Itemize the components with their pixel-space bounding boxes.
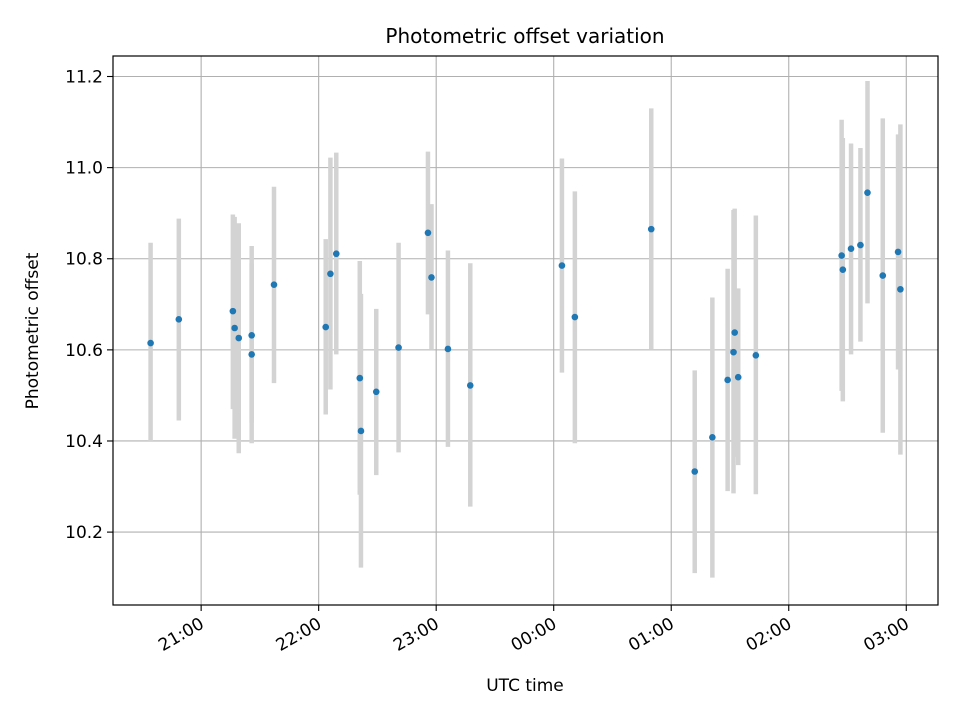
data-point [730, 348, 737, 356]
data-point [838, 252, 845, 259]
data-point [558, 262, 566, 269]
data-point [894, 248, 902, 256]
data-point [175, 316, 183, 323]
data-point [847, 245, 855, 253]
data-point [235, 334, 243, 342]
data-point [444, 345, 452, 353]
data-point [734, 373, 742, 381]
y-axis-label: Photometric offset [23, 252, 43, 409]
data-point [356, 374, 364, 382]
x-axis-label: UTC time [486, 676, 564, 696]
data-point [248, 331, 255, 339]
y-tick-label: 10.4 [65, 432, 103, 452]
data-point [709, 434, 716, 441]
data-point [691, 468, 699, 475]
y-axis-ticks: 10.2 10.4 10.6 10.8 11.0 11.2 [65, 68, 113, 543]
plot-frame [112, 55, 939, 606]
y-tick-label: 10.2 [65, 523, 103, 543]
data-point [248, 351, 255, 358]
data-point [322, 323, 330, 331]
data-point [571, 313, 579, 321]
data-point [372, 388, 380, 396]
data-point [229, 307, 237, 315]
data-point [357, 427, 365, 435]
data-point [647, 225, 655, 233]
data-point [332, 250, 340, 258]
data-point [231, 324, 238, 332]
data-point [327, 270, 334, 278]
data-point [428, 274, 435, 281]
data-point [424, 229, 432, 237]
data-point [857, 241, 864, 249]
data-point [897, 285, 904, 293]
data-point [724, 376, 731, 384]
data-point [147, 339, 154, 347]
y-tick-label: 10.6 [65, 341, 103, 361]
data-point [879, 272, 887, 279]
data-point [864, 189, 871, 196]
data-point [731, 329, 738, 336]
data-points [147, 189, 904, 475]
data-point [270, 281, 278, 289]
data-point [395, 344, 402, 351]
data-point [752, 352, 760, 359]
chart-title: Photometric offset variation [385, 24, 664, 48]
y-tick-label: 11.2 [65, 68, 103, 88]
y-tick-label: 11.0 [65, 159, 103, 179]
data-point [466, 382, 474, 389]
data-point [839, 266, 847, 273]
y-tick-label: 10.8 [65, 250, 103, 270]
